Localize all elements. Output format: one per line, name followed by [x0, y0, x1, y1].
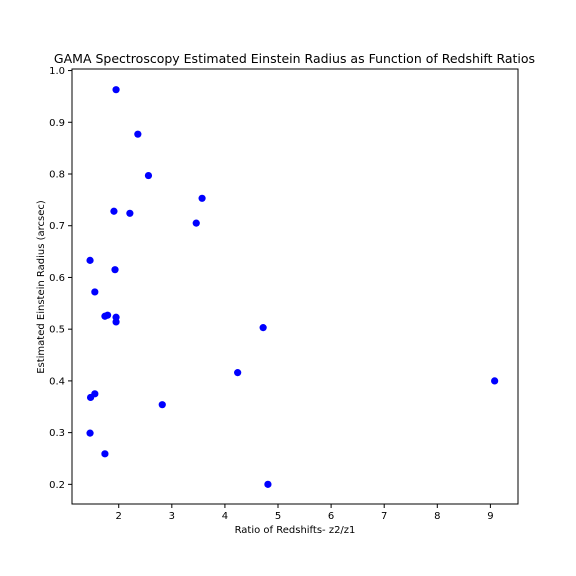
- y-tick-label: 0.7: [49, 221, 65, 232]
- data-point: [101, 450, 109, 458]
- data-point: [234, 369, 242, 377]
- x-tick-label: 3: [169, 511, 175, 522]
- x-axis-label: Ratio of Redshifts- z2/z1: [235, 525, 356, 536]
- x-tick-label: 8: [434, 511, 440, 522]
- data-point: [110, 207, 118, 215]
- data-point: [144, 171, 153, 180]
- x-tick-label: 5: [275, 511, 281, 522]
- data-point: [111, 266, 119, 274]
- chart-title: GAMA Spectroscopy Estimated Einstein Rad…: [54, 51, 535, 66]
- data-point: [101, 312, 109, 320]
- x-axis-ticks: 2 3 4 5 6 7 8 9: [116, 504, 494, 522]
- y-tick-label: 0.8: [49, 170, 65, 181]
- plot-frame: [71, 68, 519, 505]
- x-tick-label: 4: [222, 511, 228, 522]
- x-tick-label: 7: [381, 511, 387, 522]
- data-points: [86, 86, 499, 488]
- y-axis-label: Estimated Einstein Radius (arcsec): [36, 200, 47, 374]
- data-point: [134, 130, 142, 138]
- data-point: [259, 324, 267, 332]
- data-point: [491, 377, 499, 385]
- y-tick-label: 0.2: [49, 480, 65, 491]
- data-point: [192, 219, 200, 227]
- data-point: [112, 86, 120, 94]
- data-point: [91, 288, 99, 296]
- x-tick-label: 6: [328, 511, 334, 522]
- data-point: [86, 393, 95, 402]
- data-point: [112, 318, 120, 326]
- x-tick-label: 9: [487, 511, 493, 522]
- y-tick-label: 0.6: [49, 273, 65, 284]
- y-tick-label: 0.9: [49, 118, 65, 129]
- data-point: [126, 209, 134, 217]
- data-point: [86, 256, 94, 264]
- data-point: [158, 401, 166, 409]
- data-point: [198, 194, 206, 202]
- y-tick-label: 0.5: [49, 325, 65, 336]
- data-point: [264, 480, 272, 488]
- x-tick-label: 2: [116, 511, 122, 522]
- y-tick-label: 0.4: [49, 376, 65, 387]
- y-axis-ticks: 0.2 0.3 0.4 0.5 0.6 0.7 0.8 0.9 1.0: [49, 66, 72, 491]
- y-tick-label: 0.3: [49, 428, 65, 439]
- data-point: [86, 429, 94, 437]
- y-tick-label: 1.0: [49, 66, 65, 77]
